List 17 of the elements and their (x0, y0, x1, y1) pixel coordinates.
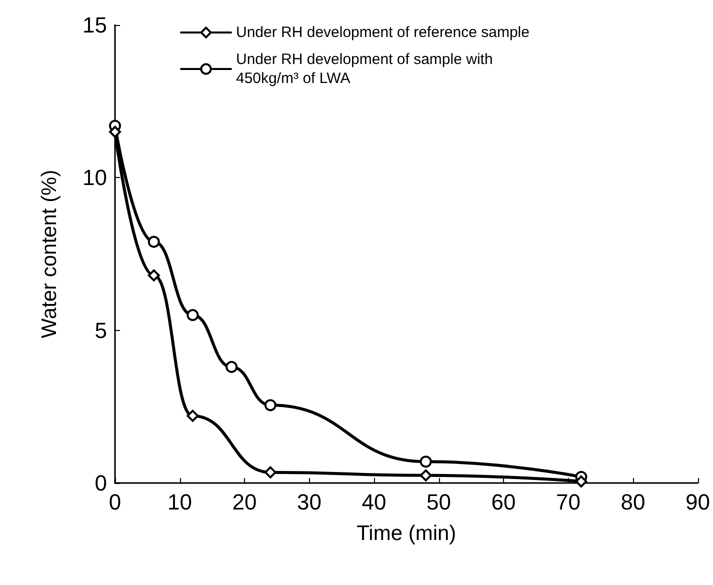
x-tick-label: 30 (297, 490, 322, 514)
legend-label: Under RH development of reference sample (236, 24, 530, 41)
x-tick-label: 10 (168, 490, 192, 514)
x-tick-label: 80 (620, 490, 646, 514)
y-tick-label: 0 (94, 470, 107, 496)
x-tick-label: 60 (491, 490, 516, 514)
legend-label: Under RH development of sample with 450kg/m³ of LWA (236, 51, 497, 87)
y-tick-label: 5 (94, 318, 107, 343)
x-tick-label: 70 (556, 490, 581, 514)
y-tick-label: 10 (82, 165, 107, 190)
y-axis-title: Water content (%) (38, 170, 61, 338)
x-tick-label: 90 (686, 490, 710, 514)
x-tick-label: 40 (362, 490, 386, 514)
y-tick-label: 15 (82, 12, 107, 38)
x-tick-label: 50 (426, 490, 451, 514)
x-axis-title: Time (min) (356, 522, 456, 545)
x-tick-label: 20 (232, 490, 257, 514)
